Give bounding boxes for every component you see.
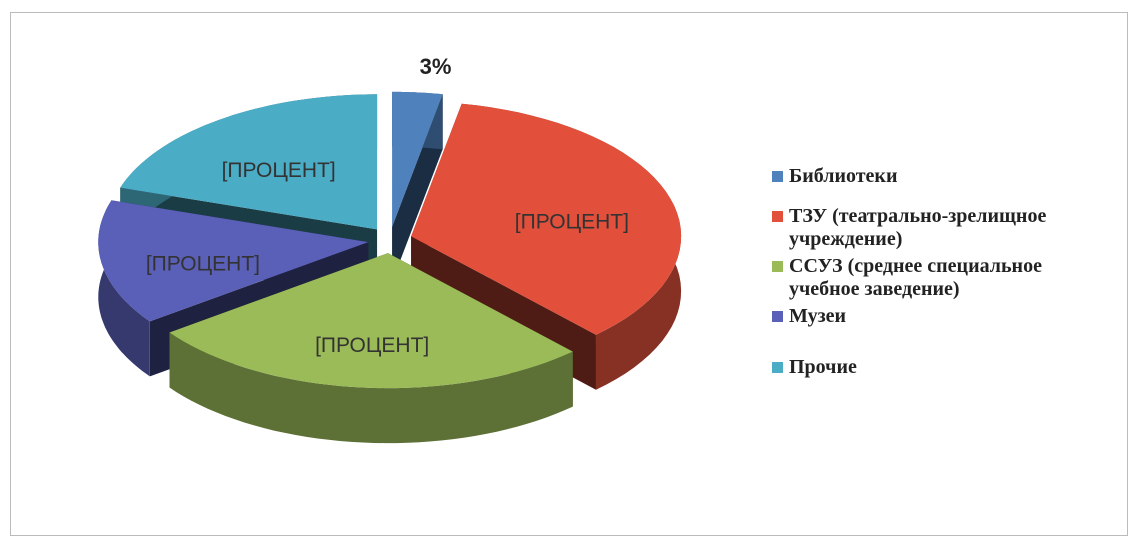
legend-item: ССУЗ (среднее специальное учебное заведе… <box>772 255 1112 301</box>
data-label: [ПРОЦЕНТ] <box>515 211 629 234</box>
data-label: [ПРОЦЕНТ] <box>315 334 429 357</box>
slice <box>98 200 369 322</box>
legend-label: Библиотеки <box>789 165 898 187</box>
legend-item: Музеи <box>772 305 1112 328</box>
legend-item: Библиотеки <box>772 165 1112 188</box>
slice-side <box>169 332 573 444</box>
legend-label: ТЗУ (театрально-зрелищное учреждение) <box>789 205 1047 250</box>
legend-swatch <box>772 311 783 322</box>
legend-swatch <box>772 261 783 272</box>
legend-swatch <box>772 171 783 182</box>
legend-item: ТЗУ (театрально-зрелищное учреждение) <box>772 205 1112 251</box>
chart-frame <box>10 12 1128 536</box>
data-label: [ПРОЦЕНТ] <box>222 159 336 182</box>
legend: Библиотеки ТЗУ (театрально-зрелищное учре… <box>772 165 1112 379</box>
legend-swatch <box>772 362 783 373</box>
slice <box>411 103 682 335</box>
slice <box>120 94 378 230</box>
legend-label: Музеи <box>789 305 847 327</box>
legend-label: ССУЗ (среднее специальное учебное заведе… <box>789 255 1042 300</box>
data-label: [ПРОЦЕНТ] <box>146 253 260 276</box>
data-label: 3% <box>420 54 452 79</box>
legend-swatch <box>772 211 783 222</box>
legend-item: Прочие <box>772 356 1112 379</box>
legend-label: Прочие <box>789 356 857 378</box>
slice <box>392 91 443 227</box>
slice <box>169 253 573 389</box>
